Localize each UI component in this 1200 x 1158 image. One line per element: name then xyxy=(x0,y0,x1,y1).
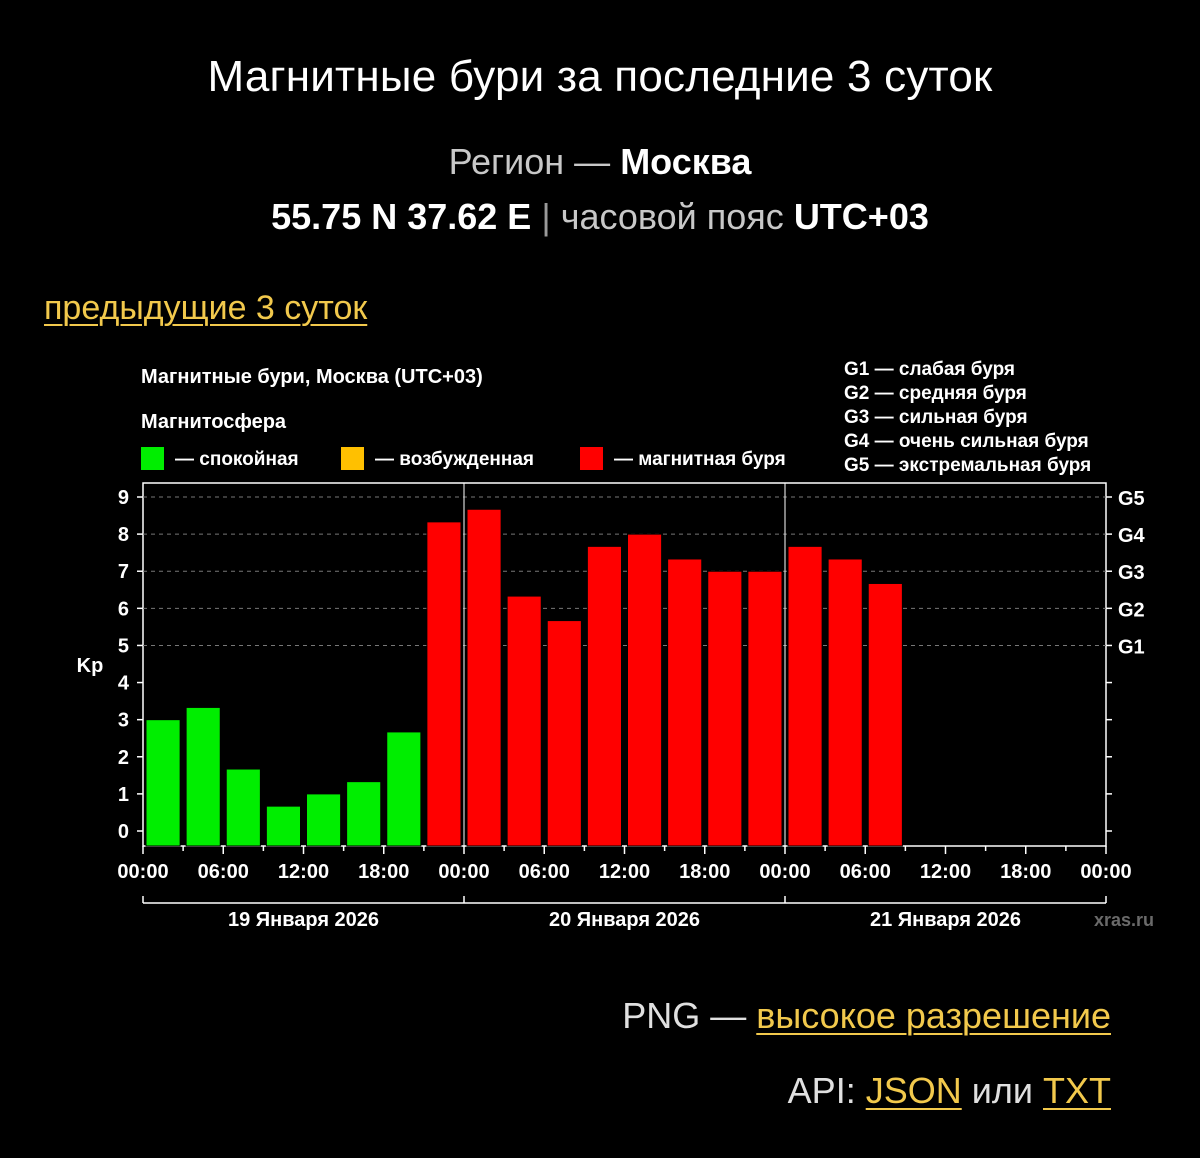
api-line: API: JSON или TXT xyxy=(788,1070,1111,1112)
storm-scale-item: G1 — слабая буря xyxy=(844,359,1015,380)
storm-scale-item: G4 — очень сильная буря xyxy=(844,431,1089,452)
api-label: API: xyxy=(787,1070,856,1111)
region-name: Москва xyxy=(620,141,752,182)
y-tick-label: 4 xyxy=(118,673,130,695)
region-line: Регион — Москва xyxy=(0,141,1200,183)
day-label: 21 Января 2026 xyxy=(870,909,1021,931)
storm-scale-item: G2 — средняя буря xyxy=(844,383,1027,404)
kp-bar xyxy=(546,620,582,847)
storm-scale-item: G3 — сильная буря xyxy=(844,407,1028,428)
timezone-value: UTC+03 xyxy=(793,196,929,237)
x-tick-label: 12:00 xyxy=(920,861,971,883)
x-tick-label: 18:00 xyxy=(679,861,730,883)
kp-bar xyxy=(787,545,823,847)
kp-bar xyxy=(265,805,301,847)
kp-bar xyxy=(867,582,903,847)
kp-bar xyxy=(386,731,422,847)
x-tick-label: 00:00 xyxy=(1080,861,1131,883)
api-json-link[interactable]: JSON xyxy=(865,1070,962,1111)
x-tick-label: 06:00 xyxy=(519,861,570,883)
x-tick-label: 00:00 xyxy=(759,861,810,883)
kp-bar xyxy=(426,521,462,847)
y-tick-label: 1 xyxy=(118,784,129,806)
y-tick-label: 2 xyxy=(118,747,129,769)
g-scale-label: G2 xyxy=(1118,599,1145,621)
kp-bar xyxy=(145,719,181,847)
kp-bar xyxy=(225,768,261,847)
x-tick-label: 00:00 xyxy=(438,861,489,883)
x-tick-label: 18:00 xyxy=(1000,861,1051,883)
previous-3-days-link[interactable]: предыдущие 3 суток xyxy=(44,289,368,327)
y-tick-label: 6 xyxy=(118,598,129,620)
plot-frame xyxy=(142,482,1107,847)
kp-bar xyxy=(466,508,502,847)
y-tick-label: 0 xyxy=(118,821,129,843)
legend-swatch xyxy=(341,447,364,470)
day-label: 19 Января 2026 xyxy=(228,909,379,931)
g-scale-label: G4 xyxy=(1118,525,1146,547)
kp-bar xyxy=(586,545,622,847)
x-tick-label: 06:00 xyxy=(198,861,249,883)
x-tick-label: 06:00 xyxy=(840,861,891,883)
api-txt-link[interactable]: TXT xyxy=(1043,1070,1111,1111)
legend-label: — магнитная буря xyxy=(614,449,786,470)
g-scale-label: G5 xyxy=(1118,488,1145,510)
separator: | xyxy=(541,196,551,237)
legend-label: — спокойная xyxy=(175,449,299,470)
g-scale-label: G3 xyxy=(1118,562,1145,584)
png-label: PNG — xyxy=(622,995,747,1036)
kp-chart: 0 1 2 3 4 5 6 7 8 9 G1 G2 G3 G4 G5 Kp 00:00 06:00 12:00 18:… xyxy=(77,359,1154,931)
png-line: PNG — высокое разрешение xyxy=(622,995,1111,1037)
y-tick-label: 7 xyxy=(118,561,129,583)
x-tick-label: 12:00 xyxy=(278,861,329,883)
chart-title: Магнитные бури, Москва (UTC+03) xyxy=(141,366,483,388)
watermark: xras.ru xyxy=(1094,910,1154,930)
y-tick-label: 9 xyxy=(118,487,129,509)
g-scale-label: G1 xyxy=(1118,636,1145,658)
kp-bar xyxy=(185,706,221,847)
page-title: Магнитные бури за последние 3 суток xyxy=(207,52,993,101)
kp-bar xyxy=(627,533,663,847)
storm-scale-item: G5 — экстремальная буря xyxy=(844,455,1091,476)
high-resolution-link[interactable]: высокое разрешение xyxy=(756,995,1111,1036)
x-tick-label: 00:00 xyxy=(117,861,168,883)
y-tick-label: 3 xyxy=(118,710,129,732)
legend-swatch xyxy=(141,447,164,470)
x-tick-label: 12:00 xyxy=(599,861,650,883)
kp-bar xyxy=(747,570,783,847)
y-tick-label: 5 xyxy=(118,635,129,657)
y-tick-label: 8 xyxy=(118,524,129,546)
kp-bar xyxy=(707,570,743,847)
kp-bar xyxy=(827,558,863,847)
x-tick-label: 18:00 xyxy=(358,861,409,883)
coords-line: 55.75 N 37.62 E | часовой пояс UTC+03 xyxy=(0,196,1200,238)
legend-swatch xyxy=(580,447,603,470)
legend-label: — возбужденная xyxy=(375,449,534,470)
kp-bar xyxy=(346,781,382,847)
legend-title: Магнитосфера xyxy=(141,411,287,433)
timezone-label: часовой пояс xyxy=(560,196,784,237)
kp-bar xyxy=(667,558,703,847)
y-axis-label: Kp xyxy=(77,655,104,677)
region-label: Регион — xyxy=(448,141,611,182)
day-label: 20 Января 2026 xyxy=(549,909,700,931)
kp-bar xyxy=(506,595,542,847)
coordinates: 55.75 N 37.62 E xyxy=(271,196,532,237)
kp-bar xyxy=(306,793,342,847)
api-or-text: или xyxy=(971,1070,1033,1111)
